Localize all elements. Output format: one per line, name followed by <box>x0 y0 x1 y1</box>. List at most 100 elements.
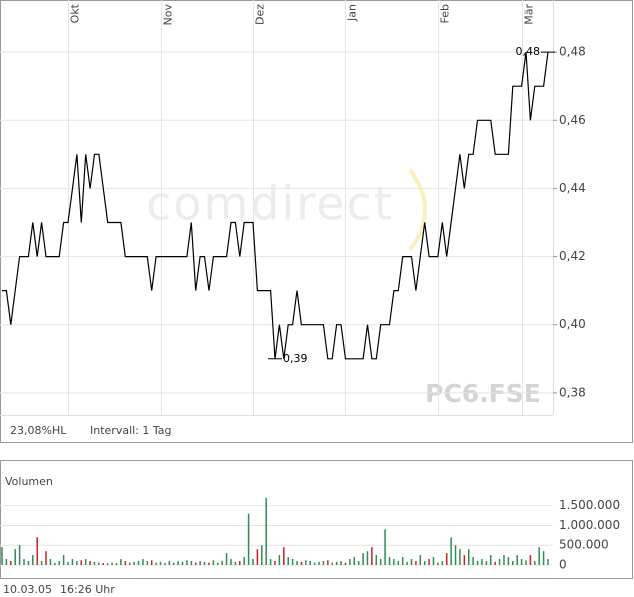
volume-bar <box>190 561 193 565</box>
range-label: 23,08%HL <box>10 424 67 437</box>
x-tick-label: Dez <box>254 4 267 25</box>
volume-bar <box>98 562 100 565</box>
volume-bar <box>362 553 364 565</box>
volume-bar <box>217 562 219 565</box>
volume-bar <box>49 559 52 565</box>
volume-bar <box>305 560 307 565</box>
volume-bar <box>393 559 395 565</box>
volume-bar <box>27 561 30 565</box>
volume-bar <box>331 562 333 565</box>
volume-bar <box>133 561 135 565</box>
x-tick-label: Mär <box>523 4 536 25</box>
volume-bar <box>445 553 448 565</box>
volume-bar <box>1 547 3 565</box>
volume-bar <box>76 561 78 565</box>
volume-bar <box>525 560 527 565</box>
volume-bar <box>177 561 179 565</box>
volume-bar <box>84 559 87 565</box>
volume-bar <box>221 561 223 565</box>
x-tick-label: Feb <box>439 4 452 23</box>
volume-bar <box>309 561 311 565</box>
volume-bar <box>472 557 474 565</box>
y-tick-label: 0,46 <box>559 113 586 127</box>
volume-bar <box>322 561 325 565</box>
volume-bar <box>428 559 430 565</box>
volume-bar <box>146 561 149 565</box>
price-panel <box>0 0 633 443</box>
x-tick-label: Nov <box>162 4 175 26</box>
volume-bar <box>80 560 83 565</box>
volume-bar <box>124 561 127 565</box>
volume-bar <box>14 549 16 565</box>
volume-panel <box>0 460 633 579</box>
volume-bar <box>23 559 25 565</box>
volume-bar <box>58 561 60 565</box>
volume-bar <box>54 563 56 565</box>
volume-bar <box>485 561 488 565</box>
volume-bar <box>388 557 391 565</box>
volume-bar <box>318 561 320 565</box>
volume-bar <box>18 545 21 565</box>
volume-bar <box>239 561 241 565</box>
volume-bar <box>459 549 461 565</box>
volume-bar <box>366 551 369 565</box>
volume-title: Volumen <box>5 475 53 488</box>
volume-bar <box>423 561 426 565</box>
volume-bar <box>67 561 69 565</box>
volume-bar <box>300 561 303 565</box>
volume-bar <box>542 551 545 565</box>
volume-bar <box>379 559 382 565</box>
volume-bar <box>106 563 109 565</box>
volume-bar <box>150 560 153 565</box>
volume-bar <box>274 561 276 565</box>
volume-bar <box>353 557 356 565</box>
y-tick-label: 0,42 <box>559 249 586 263</box>
volume-bar <box>335 561 338 565</box>
y-tick-label: 0 <box>559 558 567 572</box>
volume-bar <box>142 559 144 565</box>
volume-bar <box>93 561 96 565</box>
volume-bar <box>538 547 540 565</box>
volume-bar <box>512 561 514 565</box>
volume-bar <box>208 562 210 565</box>
volume-bar <box>225 553 228 565</box>
volume-bar <box>547 559 549 565</box>
volume-bar <box>441 561 444 565</box>
volume-bar <box>186 560 188 565</box>
volume-bar <box>432 557 435 565</box>
volume-bar <box>498 559 501 565</box>
volume-bar <box>476 561 479 565</box>
max-label: 0,48 <box>516 45 541 58</box>
interval-label: Intervall: 1 Tag <box>90 424 172 437</box>
volume-bar <box>269 559 272 565</box>
volume-bar <box>261 545 263 565</box>
volume-bar <box>45 551 47 565</box>
volume-bar <box>111 562 113 565</box>
volume-bar <box>503 555 505 565</box>
volume-bar <box>164 563 166 565</box>
volume-bar <box>89 561 91 565</box>
volume-bar <box>410 559 413 565</box>
x-tick-label: Jan <box>346 4 359 22</box>
volume-bar <box>283 547 285 565</box>
footer-date: 10.03.05 <box>3 583 52 596</box>
volume-bar <box>419 555 422 565</box>
volume-bar <box>115 563 118 565</box>
volume-bar <box>349 559 351 565</box>
volume-bar <box>212 560 215 565</box>
volume-bar <box>36 537 38 565</box>
footer-time: 16:26 Uhr <box>60 583 115 596</box>
volume-bar <box>494 561 496 565</box>
y-tick-label: 0,38 <box>559 385 586 399</box>
volume-bar <box>437 562 439 565</box>
volume-bar <box>529 555 532 565</box>
volume-bar <box>256 549 259 565</box>
watermark: comdirect <box>146 177 394 231</box>
volume-bar <box>415 561 417 565</box>
volume-bar <box>296 561 298 565</box>
y-tick-label: 0,44 <box>559 181 586 195</box>
volume-bar <box>181 561 184 565</box>
volume-bar <box>454 545 457 565</box>
volume-bar <box>278 555 281 565</box>
